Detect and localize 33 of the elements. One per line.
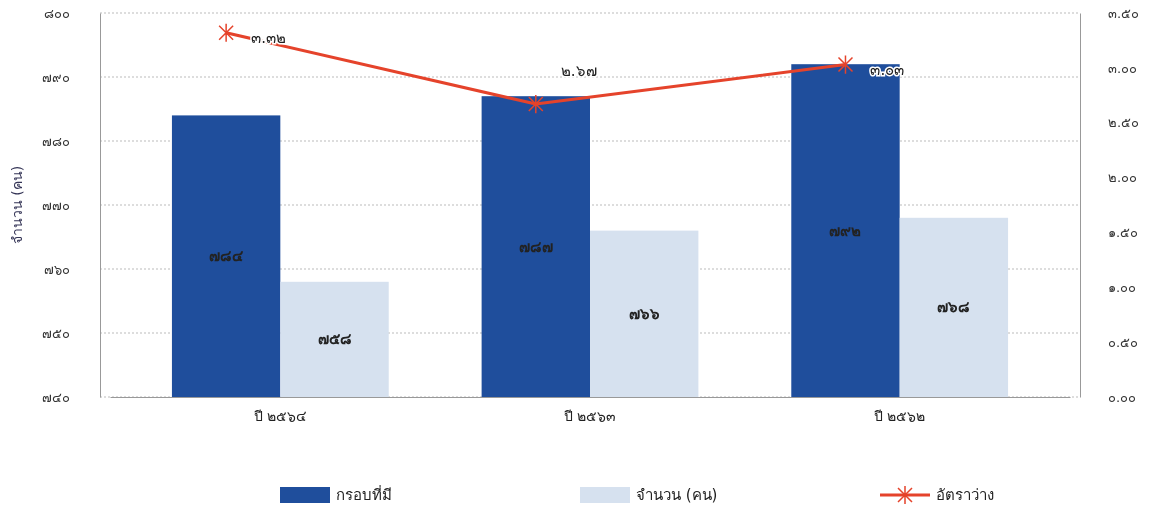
y-tick-label: ๘๐๐ (44, 5, 70, 21)
data-label: ๒.๖๗ (560, 62, 597, 81)
y2-tick-label: ๓.๐๐ (1108, 60, 1138, 76)
x-tick-label: ปี ๒๕๖๒ (873, 407, 926, 424)
y-tick-label: ๗๘๐ (42, 133, 70, 149)
data-label: ๗๖๖ (628, 304, 660, 323)
y-tick-label: ๗๗๐ (42, 197, 70, 213)
point (528, 94, 544, 114)
data-label: ๗๕๘ (317, 330, 352, 349)
data-label: ๗๘๔ (209, 247, 245, 266)
y2-tick-label: ๐.๐๐ (1108, 389, 1137, 405)
y2-tick-label: ๑.๕๐ (1108, 225, 1139, 241)
y-axis-title: จำนวน (คน) (9, 165, 25, 245)
y2-tick-label: ๓.๕๐ (1108, 5, 1140, 21)
data-label: ๓.๓๒ (251, 28, 286, 47)
y2-tick-label: ๑.๐๐ (1108, 279, 1137, 295)
y2-tick-label: ๒.๕๐ (1108, 115, 1140, 131)
point (218, 22, 234, 43)
y-tick-label: ๗๔๐ (42, 389, 70, 405)
point (837, 54, 854, 75)
y-tick-label: ๗๕๐ (42, 325, 70, 341)
y2-tick-label: ๐.๕๐ (1108, 334, 1139, 350)
y-tick-label: ๗๖๐ (44, 261, 70, 277)
x-tick-label: ปี ๒๕๖๓ (563, 407, 617, 424)
legend-label: กรอบที่มี (336, 484, 392, 504)
x-tick-label: ปี ๒๕๖๔ (253, 407, 308, 424)
data-label: ๗๘๗ (518, 237, 553, 256)
data-label: ๗๖๘ (937, 298, 971, 317)
y-tick-label: ๗๙๐ (42, 69, 70, 85)
legend-label: จำนวน (คน) (636, 486, 718, 504)
data-label: ๗๙๒ (829, 221, 862, 240)
legend-label: อัตราว่าง (936, 486, 994, 504)
y2-tick-label: ๒.๐๐ (1108, 170, 1138, 186)
